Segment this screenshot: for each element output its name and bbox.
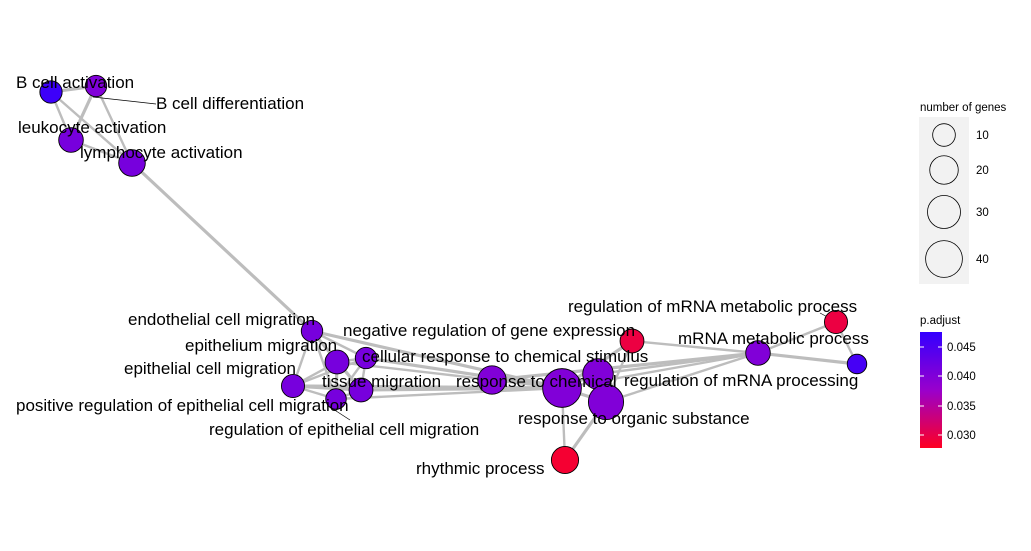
legend-size-label-10: 10 bbox=[976, 130, 989, 142]
node-label-tim: tissue migration bbox=[322, 372, 441, 391]
node-label-lya: lymphocyte activation bbox=[80, 143, 243, 162]
node-bcd[interactable] bbox=[84, 74, 108, 98]
edge-ter-rch bbox=[334, 386, 564, 401]
node-bca[interactable] bbox=[39, 80, 63, 104]
node-label-ccs: cellular response to chemical stimulus bbox=[362, 347, 648, 366]
node-label-rmp: regulation of mRNA processing bbox=[624, 371, 858, 390]
node-ngx[interactable] bbox=[477, 365, 507, 395]
legend-color-bar bbox=[920, 332, 942, 448]
node-label-ros: response to organic substance bbox=[518, 409, 750, 428]
node-label-mmp: mRNA metabolic process bbox=[678, 329, 869, 348]
legend-color-label-1: 0.040 bbox=[947, 371, 976, 383]
node-label-lka: leukocyte activation bbox=[18, 118, 166, 137]
edge-ros-mmp bbox=[604, 351, 760, 404]
legend-size-circle-10 bbox=[932, 123, 956, 147]
edge-ngx-mmp bbox=[490, 351, 760, 382]
node-label-rmm: regulation of mRNA metabolic process bbox=[568, 297, 857, 316]
node-rch[interactable] bbox=[542, 368, 582, 408]
node-rhy[interactable] bbox=[550, 445, 580, 475]
edge-mmp-rmm bbox=[756, 320, 838, 355]
node-rec[interactable] bbox=[354, 346, 378, 370]
edge-mmp-rmp bbox=[756, 351, 859, 366]
legend-color-title: p.adjust bbox=[920, 315, 961, 327]
node-label-bca: B cell activation bbox=[16, 73, 134, 92]
legend-color-label-3: 0.030 bbox=[947, 430, 976, 442]
node-label-epc: epithelial cell migration bbox=[124, 359, 296, 378]
legend-size-label-40: 40 bbox=[976, 254, 989, 266]
legend-color-label-2: 0.035 bbox=[947, 401, 976, 413]
edge-mrp-mmp bbox=[630, 339, 760, 355]
node-epm[interactable] bbox=[324, 349, 350, 375]
node-label-ter: positive regulation of epithelial cell m… bbox=[16, 396, 349, 415]
edge-lya-ecm bbox=[130, 161, 314, 333]
legend-color-label-0: 0.045 bbox=[947, 342, 976, 354]
edge-bcd-lya bbox=[94, 84, 134, 165]
node-mmp[interactable] bbox=[745, 340, 771, 366]
node-rmm[interactable] bbox=[824, 310, 849, 335]
labels-layer: B cell activation B cell differentiation l… bbox=[16, 73, 869, 478]
legend-size-circle-20 bbox=[929, 155, 959, 185]
label-leader-1 bbox=[332, 408, 351, 421]
node-lka[interactable] bbox=[58, 127, 84, 153]
node-label-bcd: B cell differentiation bbox=[156, 94, 304, 113]
node-label-ecm: endothelial cell migration bbox=[128, 310, 315, 329]
label-leader-0 bbox=[92, 96, 157, 105]
node-label-rec: regulation of epithelial cell migration bbox=[209, 420, 479, 439]
node-mrp[interactable] bbox=[619, 328, 645, 354]
node-lya[interactable] bbox=[118, 149, 146, 177]
edge-bca-lya bbox=[49, 90, 134, 165]
legend-number-of-genes: number of genes 10 20 30 40 bbox=[919, 102, 1007, 284]
edge-tim-rch bbox=[359, 386, 564, 392]
nodes-layer bbox=[39, 74, 868, 475]
node-ecm[interactable] bbox=[300, 319, 324, 343]
node-tim[interactable] bbox=[348, 377, 374, 403]
node-epc[interactable] bbox=[281, 374, 306, 399]
legend-size-label-30: 30 bbox=[976, 207, 989, 219]
edge-rec-rch bbox=[364, 356, 564, 390]
legend-p-adjust: p.adjust 0.045 0.040 0.035 0.030 bbox=[920, 315, 976, 448]
node-ros[interactable] bbox=[587, 383, 625, 421]
legend-size-label-20: 20 bbox=[976, 165, 989, 177]
node-label-rhy: rhythmic process bbox=[416, 459, 544, 478]
legend-size-circle-30 bbox=[927, 195, 961, 229]
legend-size-circle-40 bbox=[925, 240, 963, 278]
node-label-rch: response to chemical bbox=[456, 372, 617, 391]
node-label-ngx: negative regulation of gene expression bbox=[343, 321, 635, 340]
node-ter[interactable] bbox=[325, 388, 347, 410]
node-rmp[interactable] bbox=[846, 353, 868, 375]
edge-epc-rec bbox=[291, 356, 368, 388]
legend-size-title: number of genes bbox=[920, 102, 1007, 114]
node-label-epm: epithelium migration bbox=[185, 336, 337, 355]
